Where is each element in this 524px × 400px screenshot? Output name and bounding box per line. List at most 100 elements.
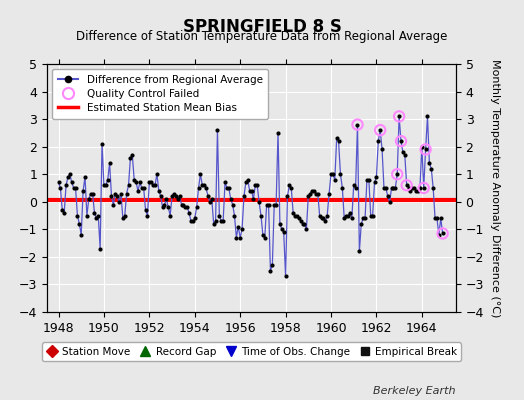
Point — [94, 212, 103, 219]
Point — [84, 196, 93, 202]
Point — [376, 127, 385, 133]
Point — [429, 185, 438, 191]
Point — [302, 226, 311, 232]
Point — [414, 188, 422, 194]
Point — [270, 201, 278, 208]
Point — [293, 212, 301, 219]
Point — [420, 185, 428, 191]
Point — [306, 190, 314, 197]
Point — [244, 176, 252, 183]
Point — [281, 273, 290, 279]
Point — [384, 193, 392, 200]
Point — [416, 185, 424, 191]
Point — [200, 182, 209, 188]
Point — [434, 232, 443, 238]
Point — [361, 215, 369, 222]
Point — [365, 176, 373, 183]
Point — [423, 113, 432, 120]
Point — [115, 198, 123, 205]
Point — [213, 127, 222, 133]
Point — [268, 262, 277, 268]
Point — [381, 185, 390, 191]
Point — [363, 176, 371, 183]
Point — [370, 179, 379, 186]
Point — [260, 234, 269, 241]
Point — [308, 188, 316, 194]
Point — [408, 185, 417, 191]
Point — [90, 210, 99, 216]
Point — [66, 171, 74, 178]
Point — [226, 196, 235, 202]
Point — [380, 185, 388, 191]
Point — [283, 193, 292, 200]
Point — [155, 188, 163, 194]
Point — [412, 188, 420, 194]
Point — [240, 193, 248, 200]
Point — [386, 198, 394, 205]
Point — [183, 204, 191, 210]
Point — [223, 185, 231, 191]
Point — [219, 218, 227, 224]
Point — [217, 218, 225, 224]
Point — [427, 166, 435, 172]
Point — [139, 185, 148, 191]
Point — [393, 171, 401, 178]
Point — [92, 215, 101, 222]
Point — [346, 210, 354, 216]
Point — [70, 185, 78, 191]
Point — [297, 218, 305, 224]
Point — [81, 174, 89, 180]
Point — [236, 234, 244, 241]
Point — [230, 212, 238, 219]
Point — [300, 221, 309, 227]
Point — [166, 212, 174, 219]
Point — [77, 232, 85, 238]
Point — [109, 201, 117, 208]
Point — [98, 141, 106, 147]
Point — [64, 174, 72, 180]
Point — [355, 248, 364, 254]
Point — [439, 230, 447, 237]
Point — [208, 196, 216, 202]
Point — [353, 122, 362, 128]
Point — [393, 171, 401, 178]
Point — [255, 198, 263, 205]
Legend: Station Move, Record Gap, Time of Obs. Change, Empirical Break: Station Move, Record Gap, Time of Obs. C… — [41, 342, 462, 361]
Point — [147, 179, 156, 186]
Point — [107, 193, 116, 200]
Point — [172, 193, 180, 200]
Point — [202, 185, 210, 191]
Point — [323, 212, 331, 219]
Point — [58, 207, 67, 213]
Point — [289, 210, 297, 216]
Point — [418, 144, 426, 150]
Point — [96, 246, 104, 252]
Point — [176, 193, 184, 200]
Point — [228, 201, 237, 208]
Point — [357, 221, 365, 227]
Point — [402, 182, 411, 188]
Point — [338, 185, 346, 191]
Point — [350, 182, 358, 188]
Point — [211, 218, 220, 224]
Point — [399, 149, 407, 155]
Point — [327, 171, 335, 178]
Point — [287, 185, 296, 191]
Point — [121, 212, 129, 219]
Point — [387, 185, 396, 191]
Point — [198, 182, 206, 188]
Point — [177, 201, 185, 208]
Point — [376, 127, 385, 133]
Point — [170, 190, 178, 197]
Point — [421, 146, 430, 153]
Point — [291, 212, 299, 219]
Point — [60, 210, 69, 216]
Point — [102, 182, 110, 188]
Point — [152, 171, 161, 178]
Point — [162, 196, 171, 202]
Point — [274, 130, 282, 136]
Point — [149, 182, 157, 188]
Point — [62, 182, 70, 188]
Point — [181, 204, 190, 210]
Point — [160, 201, 169, 208]
